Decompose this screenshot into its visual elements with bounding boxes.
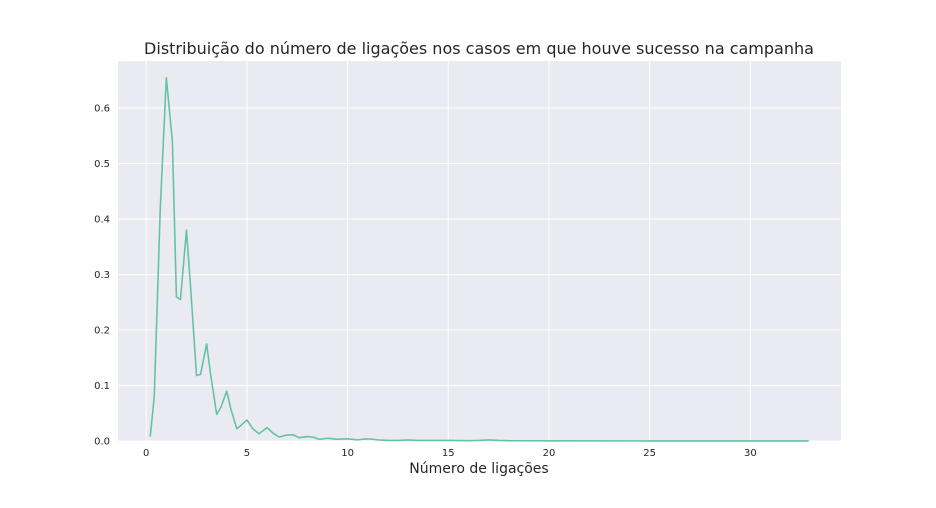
- x-axis-label: Número de ligações: [409, 461, 548, 477]
- y-tick-label: 0.5: [94, 159, 110, 170]
- y-tick-label: 0.3: [94, 270, 110, 281]
- x-tick-label: 10: [341, 448, 354, 459]
- x-tick-label: 0: [143, 448, 149, 459]
- x-tick-label: 30: [744, 448, 757, 459]
- x-tick-label: 15: [442, 448, 455, 459]
- y-tick-label: 0.2: [94, 326, 110, 337]
- y-tick-label: 0.6: [94, 104, 110, 115]
- series-line: [149, 76, 809, 442]
- series-layer: [149, 76, 809, 442]
- y-tick-label: 0.1: [94, 381, 110, 392]
- x-tick-label: 20: [543, 448, 556, 459]
- y-tick-label: 0.4: [94, 215, 110, 226]
- x-tick-label: 5: [244, 448, 250, 459]
- chart-title: Distribuição do número de ligações nos c…: [144, 39, 814, 58]
- x-tick-label: 25: [643, 448, 656, 459]
- grid-lines: [118, 61, 841, 442]
- y-axis-ticks: 0.0 0.1 0.2 0.3 0.4 0.5 0.6: [94, 104, 110, 448]
- y-tick-label: 0.0: [94, 437, 110, 448]
- x-axis-ticks: 0 5 10 15 20 25 30: [143, 448, 757, 459]
- plot-area: [118, 61, 841, 441]
